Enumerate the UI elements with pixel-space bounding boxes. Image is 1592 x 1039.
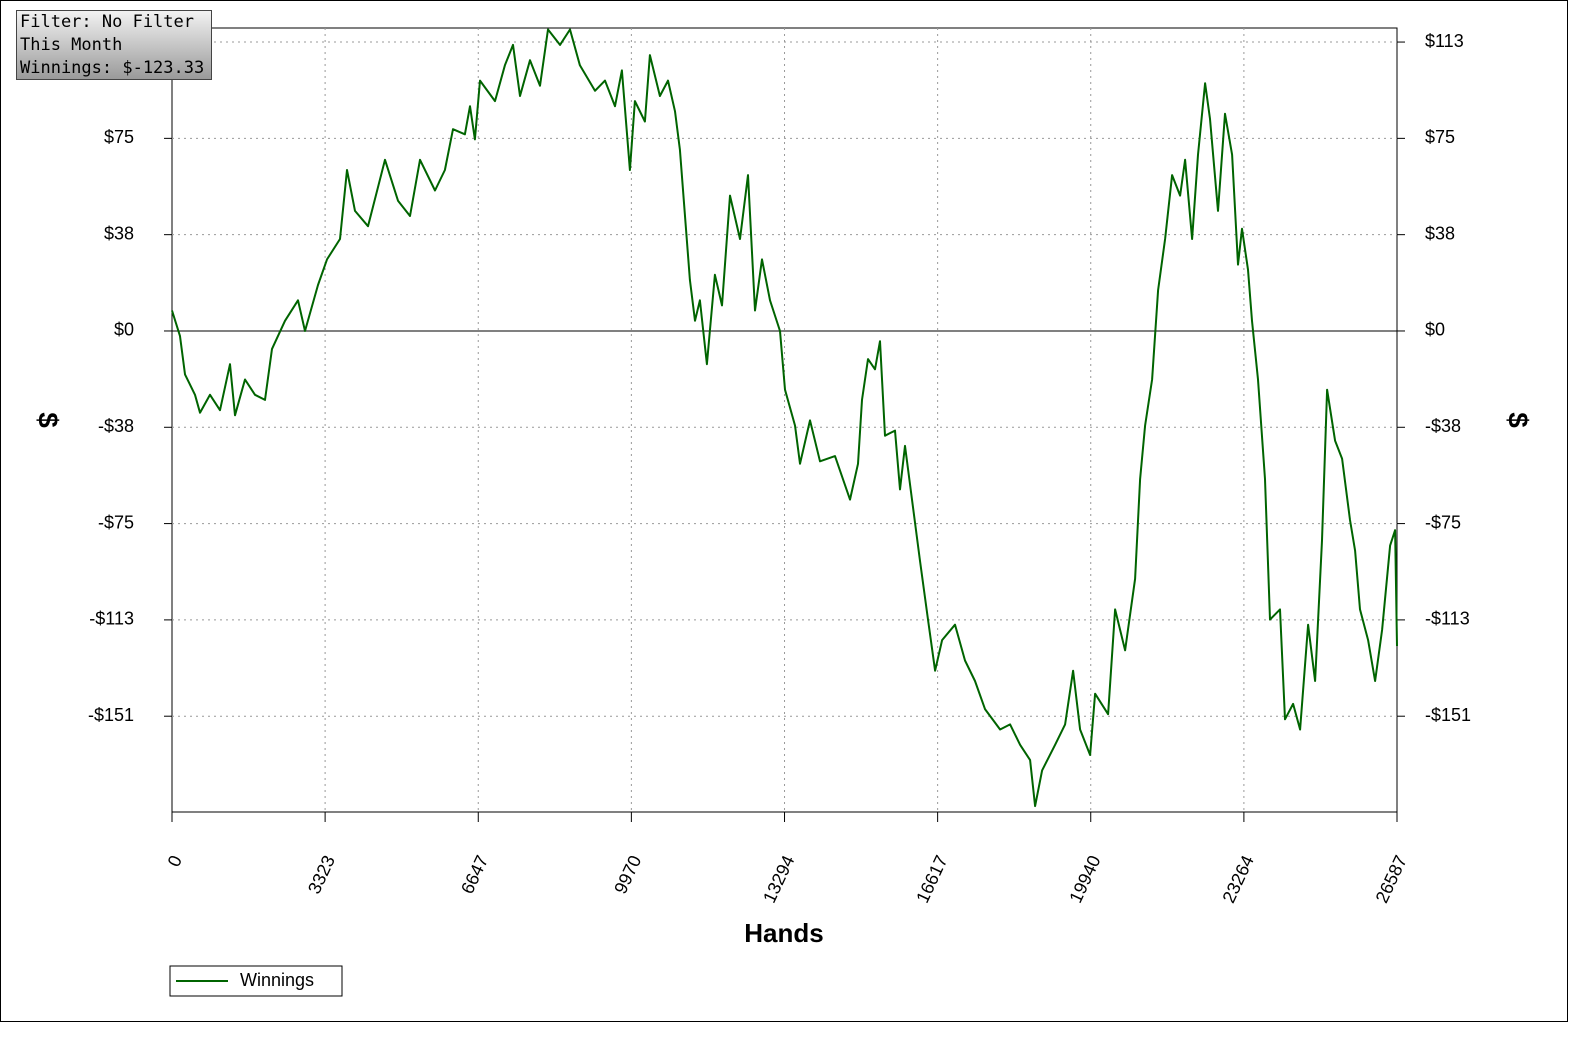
y-axis-title: $: [33, 412, 64, 428]
x-tick-label: 19940: [1065, 852, 1104, 906]
y-tick-label: $38: [104, 223, 134, 243]
info-line: This Month: [20, 35, 123, 55]
x-tick-label: 3323: [304, 852, 339, 897]
y2-tick-label: $113: [1425, 31, 1464, 51]
y2-tick-label: -$113: [1425, 609, 1470, 629]
y2-tick-label: $75: [1425, 127, 1455, 147]
x-tick-label: 23264: [1219, 852, 1258, 906]
y-tick-label: -$75: [98, 512, 134, 532]
y-tick-label: $0: [114, 320, 134, 340]
y-tick-label: -$113: [89, 609, 134, 629]
y2-axis-title: $: [1503, 412, 1534, 428]
y2-tick-label: -$38: [1425, 416, 1461, 436]
x-tick-label: 13294: [759, 852, 798, 906]
x-tick-label: 26587: [1372, 852, 1411, 906]
y2-tick-label: $0: [1425, 320, 1445, 340]
x-tick-label: 0: [164, 852, 186, 870]
x-tick-label: 6647: [457, 852, 492, 897]
x-axis-title: Hands: [744, 918, 823, 948]
y-tick-label: $75: [104, 127, 134, 147]
y2-tick-label: -$75: [1425, 512, 1461, 532]
info-line: Winnings: $-123.33: [20, 58, 205, 78]
info-line: Filter: No Filter: [20, 12, 194, 32]
y-tick-label: -$38: [98, 416, 134, 436]
line-series: [171, 28, 1398, 808]
x-tick-label: 16617: [912, 852, 951, 906]
y-tick-label: -$151: [88, 705, 134, 725]
legend-label: Winnings: [240, 970, 314, 990]
x-tick-label: 9970: [610, 852, 645, 897]
y2-tick-label: $38: [1425, 223, 1455, 243]
frame: [0, 0, 1568, 1022]
y2-tick-label: -$151: [1425, 705, 1471, 725]
info-box: Filter: No Filter This Month Winnings: $…: [16, 10, 212, 80]
